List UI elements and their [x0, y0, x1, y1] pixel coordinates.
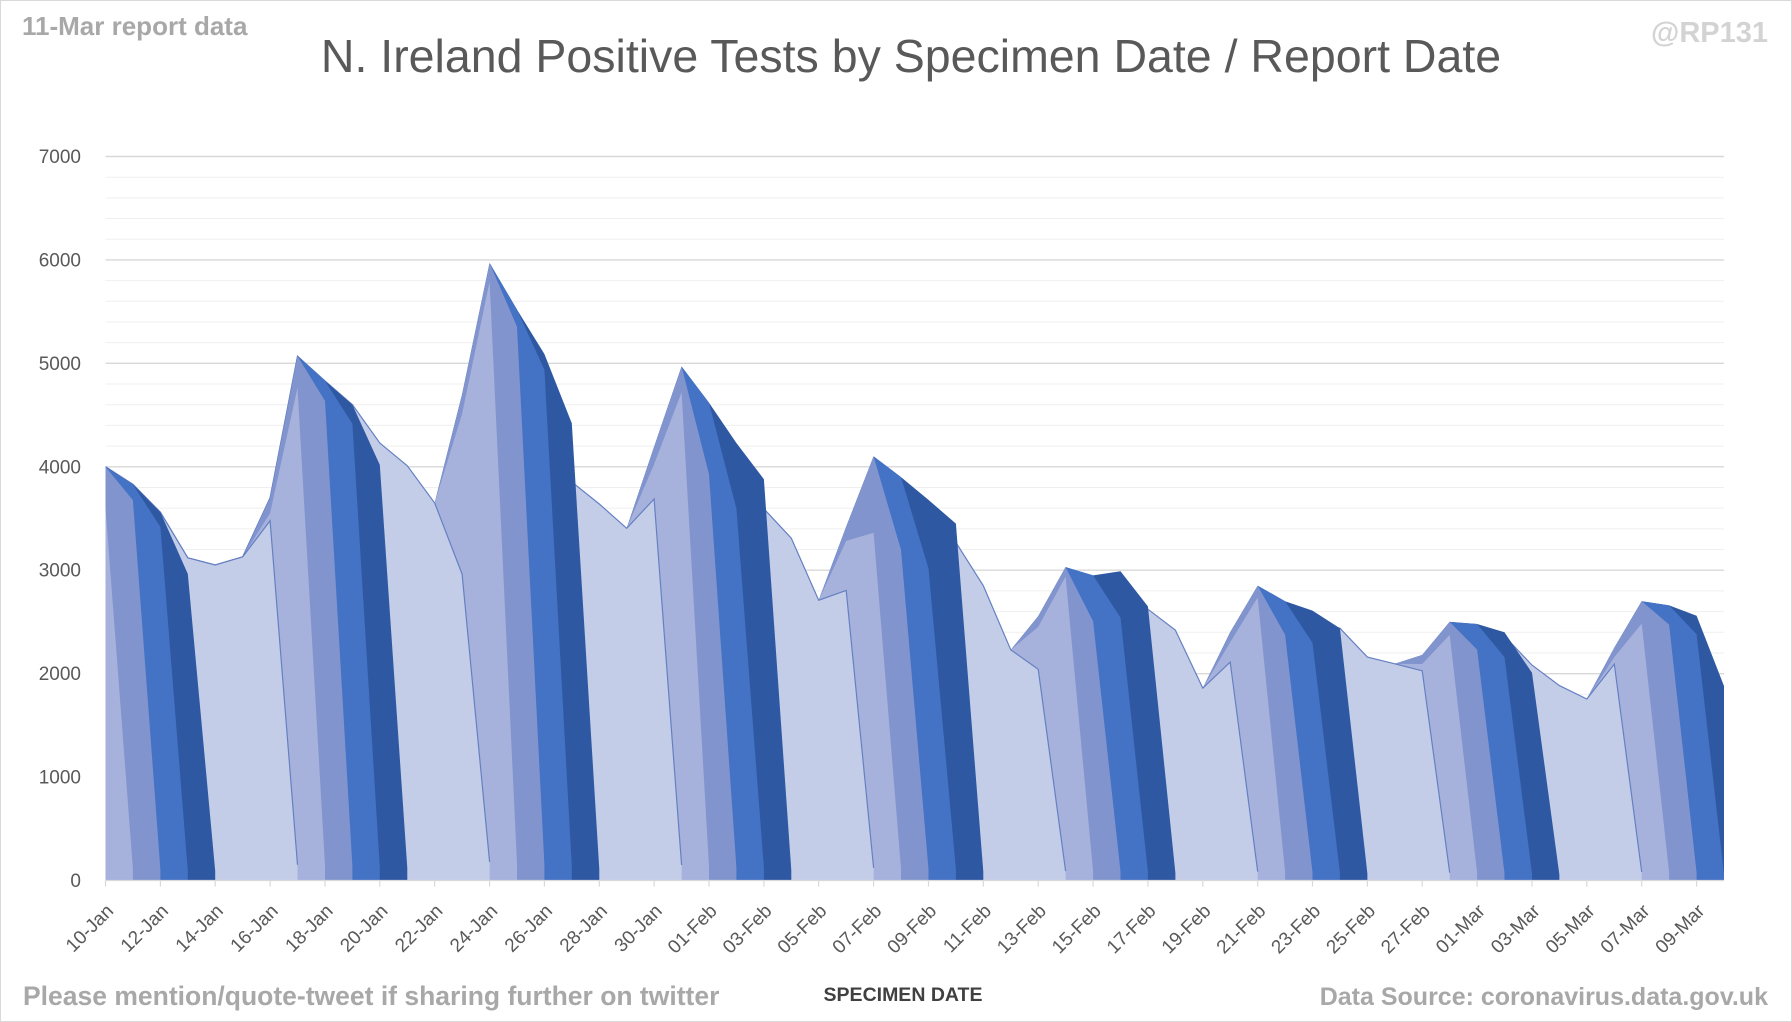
svg-text:1000: 1000 [39, 768, 81, 789]
svg-text:0: 0 [70, 871, 81, 892]
svg-text:7000: 7000 [39, 147, 81, 168]
svg-text:3000: 3000 [39, 561, 81, 582]
svg-text:4000: 4000 [39, 457, 81, 478]
svg-text:SPECIMEN DATE: SPECIMEN DATE [824, 984, 983, 1006]
svg-text:5000: 5000 [39, 354, 81, 375]
svg-text:Data Source: coronavirus.data.: Data Source: coronavirus.data.gov.uk [1320, 983, 1768, 1011]
svg-text:N. Ireland Positive Tests by S: N. Ireland Positive Tests by Specimen Da… [321, 30, 1501, 82]
svg-text:2000: 2000 [39, 664, 81, 685]
svg-text:@RP131: @RP131 [1651, 17, 1768, 49]
svg-text:6000: 6000 [39, 250, 81, 271]
svg-text:11-Mar report data: 11-Mar report data [22, 11, 248, 41]
svg-text:Please mention/quote-tweet if: Please mention/quote-tweet if sharing fu… [23, 981, 719, 1011]
